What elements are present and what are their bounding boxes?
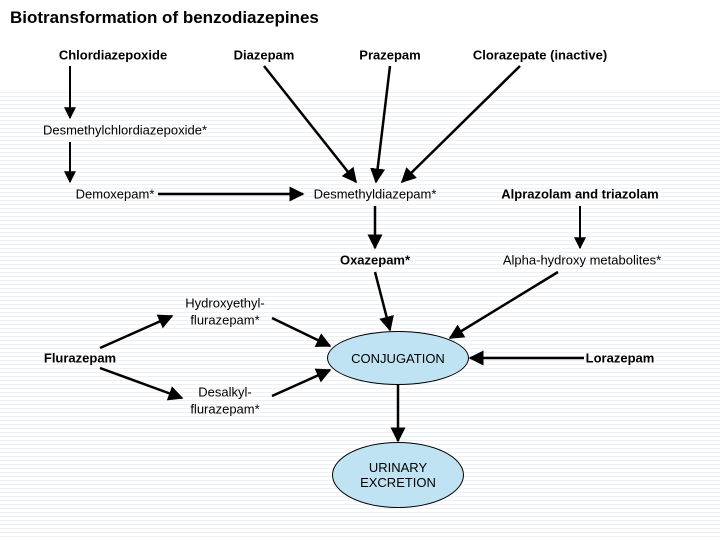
node-oxazepam: Oxazepam* (340, 253, 410, 268)
node-desalkyl2: flurazepam* (190, 402, 259, 417)
node-lorazepam: Lorazepam (586, 351, 655, 366)
node-desmethylchlor: Desmethylchlordiazepoxide* (43, 123, 207, 138)
node-flurazepam: Flurazepam (44, 351, 116, 366)
node-desmethyldiaz: Desmethyldiazepam* (314, 187, 437, 202)
diagram-canvas: Biotransformation of benzodiazepines Chl… (0, 0, 720, 540)
node-hydroxyethyl1: Hydroxyethyl- (185, 296, 264, 311)
diagram-title: Biotransformation of benzodiazepines (10, 8, 319, 28)
node-clorazepate: Clorazepate (inactive) (473, 48, 607, 63)
oval-conjugation: CONJUGATION (327, 331, 469, 385)
node-alprazolam: Alprazolam and triazolam (501, 187, 658, 202)
node-demoxepam: Demoxepam* (76, 187, 155, 202)
oval-urinary: URINARY EXCRETION (332, 442, 464, 508)
node-chlordiazepoxide: Chlordiazepoxide (59, 48, 167, 63)
node-hydroxyethyl2: flurazepam* (190, 313, 259, 328)
node-desalkyl1: Desalkyl- (198, 385, 251, 400)
node-prazepam: Prazepam (359, 48, 420, 63)
node-diazepam: Diazepam (234, 48, 295, 63)
node-alphahydroxy: Alpha-hydroxy metabolites* (503, 253, 661, 268)
